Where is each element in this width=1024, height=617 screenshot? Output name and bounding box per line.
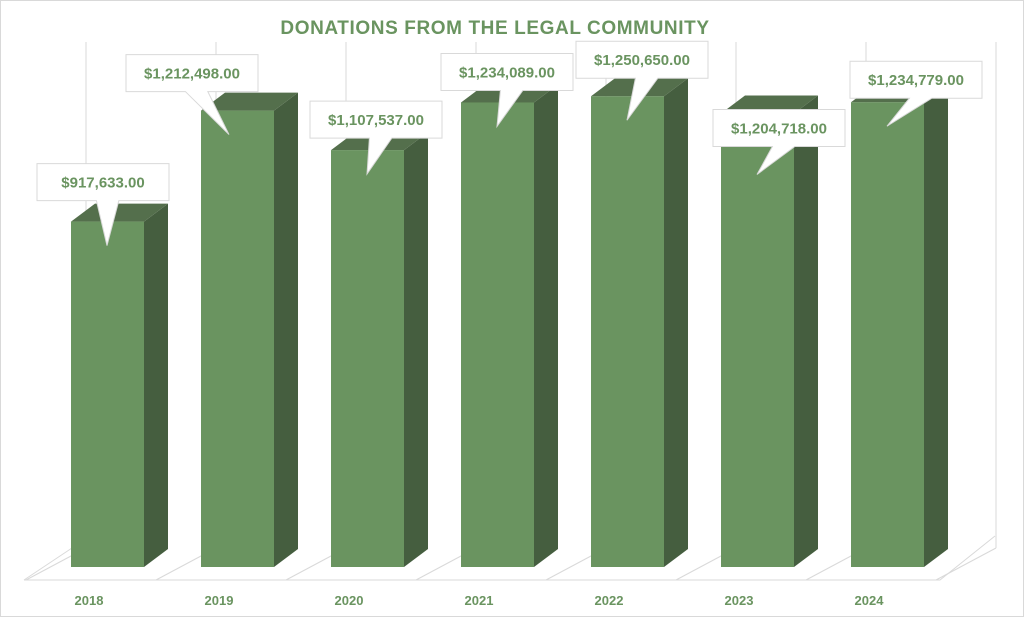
bar-2020 bbox=[331, 150, 404, 567]
data-label: $1,212,498.00 bbox=[144, 66, 240, 83]
data-label-callout bbox=[849, 60, 983, 127]
x-tick-label: 2018 bbox=[75, 593, 104, 608]
data-label-callout bbox=[125, 54, 259, 135]
data-label-callout bbox=[712, 109, 846, 175]
floor-left-edge bbox=[23, 547, 73, 581]
x-tick-label: 2023 bbox=[725, 593, 754, 608]
chart-title: DONATIONS FROM THE LEGAL COMMUNITY bbox=[280, 18, 710, 39]
floor-gridline bbox=[935, 547, 997, 581]
bar-2019 bbox=[201, 110, 274, 567]
data-label-callout bbox=[575, 40, 709, 121]
bar-top-2018 bbox=[71, 203, 168, 222]
bar-side-2018 bbox=[144, 203, 168, 567]
x-tick-label: 2024 bbox=[855, 593, 885, 608]
bar-2021 bbox=[461, 102, 534, 567]
bar-side-2020 bbox=[404, 132, 428, 567]
bar-side-2021 bbox=[534, 84, 558, 567]
data-label-callout bbox=[36, 163, 170, 246]
bar-2023 bbox=[721, 113, 794, 567]
floor-edge bbox=[24, 535, 996, 581]
bar-side-2019 bbox=[274, 92, 298, 567]
data-label-callout bbox=[440, 52, 574, 129]
bar-2018 bbox=[71, 221, 144, 567]
bar-2024 bbox=[851, 102, 924, 567]
data-label: $1,204,718.00 bbox=[731, 121, 827, 138]
bar-side-2023 bbox=[794, 95, 818, 567]
data-label: $1,234,779.00 bbox=[868, 72, 964, 89]
x-tick-label: 2019 bbox=[205, 593, 234, 608]
data-label-callout bbox=[309, 100, 443, 176]
data-label: $917,633.00 bbox=[61, 175, 144, 192]
bar-side-2022 bbox=[664, 78, 688, 567]
data-label: $1,250,650.00 bbox=[594, 52, 690, 69]
x-tick-label: 2022 bbox=[595, 593, 624, 608]
bar-2022 bbox=[591, 96, 664, 567]
data-label: $1,107,537.00 bbox=[328, 112, 424, 129]
x-tick-label: 2020 bbox=[335, 593, 364, 608]
data-label: $1,234,089.00 bbox=[459, 64, 555, 81]
x-tick-label: 2021 bbox=[465, 593, 494, 608]
bar-top-2019 bbox=[201, 92, 298, 111]
bar-side-2024 bbox=[924, 84, 948, 567]
